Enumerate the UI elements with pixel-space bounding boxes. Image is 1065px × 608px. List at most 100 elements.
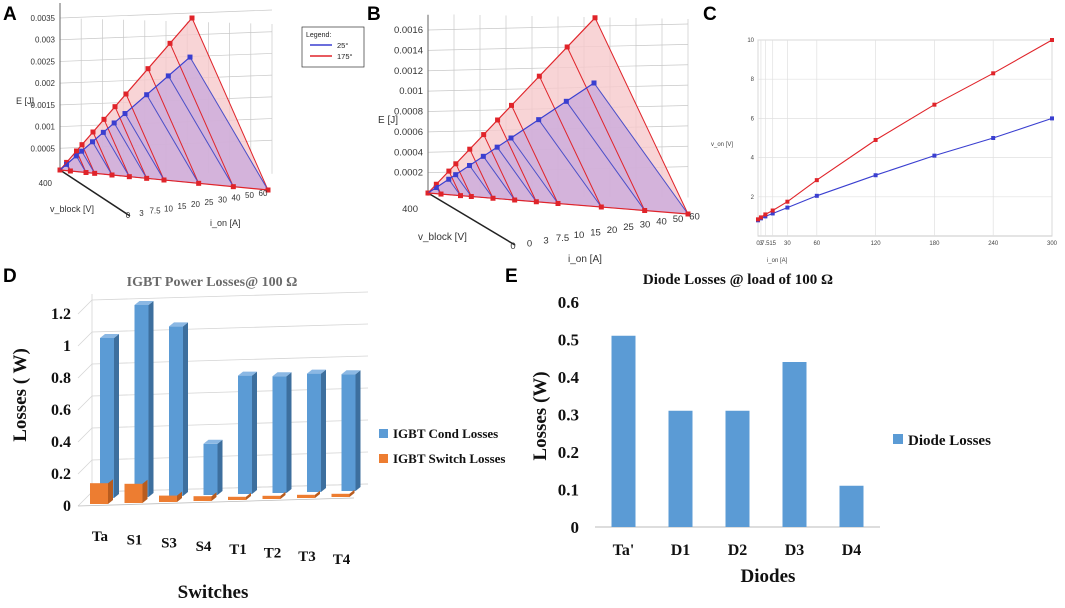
panel-label-b: B <box>367 4 381 25</box>
legend-entry: Diode Losses <box>908 433 991 449</box>
panel-label-c: C <box>703 4 717 25</box>
i-tick-label: 60 <box>689 211 700 222</box>
bar-switch-losses <box>124 483 143 503</box>
x-tick-label: 300 <box>1047 241 1058 247</box>
grid-line-horizontal <box>91 355 369 365</box>
panel-d-igbt-losses-bar-chart: 0 0.2 0.4 0.6 0.8 1 1.2 Ta S1 S3 S4 T1 T2 T3 T4 IGBT Po… <box>10 275 505 603</box>
i-tick-label: 25 <box>205 198 214 207</box>
spine-25 <box>59 56 191 171</box>
surface-edge-175 <box>497 119 537 202</box>
i-tick-label: 50 <box>245 191 254 200</box>
bar-cond-losses-top <box>100 334 119 338</box>
data-point <box>758 215 763 220</box>
z-tick-label: 0.0004 <box>394 147 423 158</box>
x-tick-label: D4 <box>842 542 862 559</box>
surface-edge-25 <box>75 155 87 173</box>
i-tick-label: 60 <box>259 189 268 198</box>
bar-cond-losses-top <box>134 301 154 305</box>
grid-line-depth <box>77 331 93 347</box>
y-tick-label: 0.2 <box>558 443 579 462</box>
data-point <box>770 208 775 213</box>
z-tick-label: 0.0002 <box>394 168 423 179</box>
z-tick-label: 0.001 <box>35 123 56 132</box>
y-axis-label: Losses (W) <box>530 371 551 460</box>
surface-edge-25 <box>593 82 689 215</box>
surface-edge-25 <box>146 94 200 184</box>
i-tick-label: 30 <box>218 196 227 205</box>
data-point <box>814 178 819 183</box>
grid-line-horizontal <box>427 23 689 31</box>
legend-box <box>301 26 365 68</box>
y-axis-label: Losses ( W) <box>10 348 31 442</box>
v-tick-label: 400 <box>39 179 53 188</box>
data-point <box>785 199 790 204</box>
surface-edge-25 <box>455 174 472 197</box>
bar-switch-losses-side <box>349 489 355 497</box>
x-tick-label: 180 <box>929 241 940 247</box>
surface-edge-175 <box>594 17 689 215</box>
bar-diode-losses <box>839 485 864 527</box>
bar-cond-losses-top <box>272 372 292 377</box>
bar-switch-losses-side <box>142 479 148 503</box>
y-tick-label: 0.3 <box>558 406 579 425</box>
bar-diode-losses <box>611 335 636 527</box>
legend-swatch <box>893 434 903 444</box>
i-tick-label: 40 <box>656 217 667 228</box>
v-axis-label: v_block [V] <box>50 204 94 214</box>
y-tick-label: 2 <box>751 195 755 201</box>
x-tick-label: S3 <box>161 536 177 552</box>
bar-switch-losses-side <box>315 490 320 498</box>
x-tick-label: 30 <box>784 241 791 247</box>
bar-cond-losses <box>238 375 252 494</box>
panel-a-energy-surface: 0.0005 0.001 0.0015 0.002 0.0025 0.003 0.0035 E… <box>16 3 365 228</box>
series-line-25 <box>757 117 1053 221</box>
y-tick-label: 0.8 <box>51 370 71 387</box>
data-point <box>756 217 760 222</box>
data-point <box>1050 116 1054 121</box>
x-tick-label: 3 <box>759 241 763 247</box>
x-tick-label: D1 <box>671 542 691 559</box>
y-tick-label: 1 <box>63 338 71 355</box>
i-tick-label: 30 <box>640 219 651 230</box>
data-point <box>991 136 996 140</box>
data-point <box>763 212 768 217</box>
grid-line-depth <box>77 427 93 443</box>
surface-edge-175 <box>169 43 234 187</box>
i-tick-label: 25 <box>623 222 634 233</box>
y-tick-label: 0 <box>571 518 580 537</box>
grid-line-depth <box>77 299 93 315</box>
x-axis-label: Diodes <box>741 566 796 587</box>
bar-switch-losses-side <box>177 491 182 502</box>
surface-edge-175 <box>448 170 461 196</box>
z-tick-label: 0.0025 <box>31 57 56 66</box>
bar-cond-losses-top <box>169 322 188 327</box>
x-tick-label: Ta <box>92 529 109 545</box>
panel-c-von-line-chart: 2 4 6 8 10 0 37.5 15 30 60 120 180 240 300 i_on [A] v_o… <box>711 38 1058 264</box>
y-tick-label: 8 <box>751 77 755 83</box>
surface-edge-25 <box>482 156 516 201</box>
surface-edge-175 <box>483 134 516 201</box>
bar-cond-losses-side <box>321 369 326 492</box>
grid-line-horizontal <box>91 291 369 301</box>
x-tick-label: D3 <box>785 542 805 559</box>
x-tick-label: 60 <box>813 241 820 247</box>
data-point <box>770 211 775 216</box>
data-point <box>991 71 996 76</box>
v-block-axis-line <box>427 192 516 246</box>
chart-title: Diode Losses @ load of 100 Ω <box>643 272 833 288</box>
surface-edge-25 <box>448 178 461 196</box>
panel-b-energy-surface: 0.0002 0.0004 0.0006 0.0008 0.001 0.0012 0.001… <box>378 14 700 265</box>
grid-line-horizontal <box>427 44 689 51</box>
surface-edge-175 <box>125 93 165 181</box>
surface-fill-25 <box>428 83 688 214</box>
v-axis-label: v_block [V] <box>418 232 467 243</box>
i-tick-label: 10 <box>574 230 585 241</box>
bar-switch-losses <box>193 496 212 501</box>
grid-line-depth <box>77 363 93 379</box>
bar-switch-losses <box>159 495 177 502</box>
bar-switch-losses <box>331 493 350 497</box>
floor-front-edge <box>77 497 355 507</box>
bar-cond-losses <box>203 443 218 495</box>
